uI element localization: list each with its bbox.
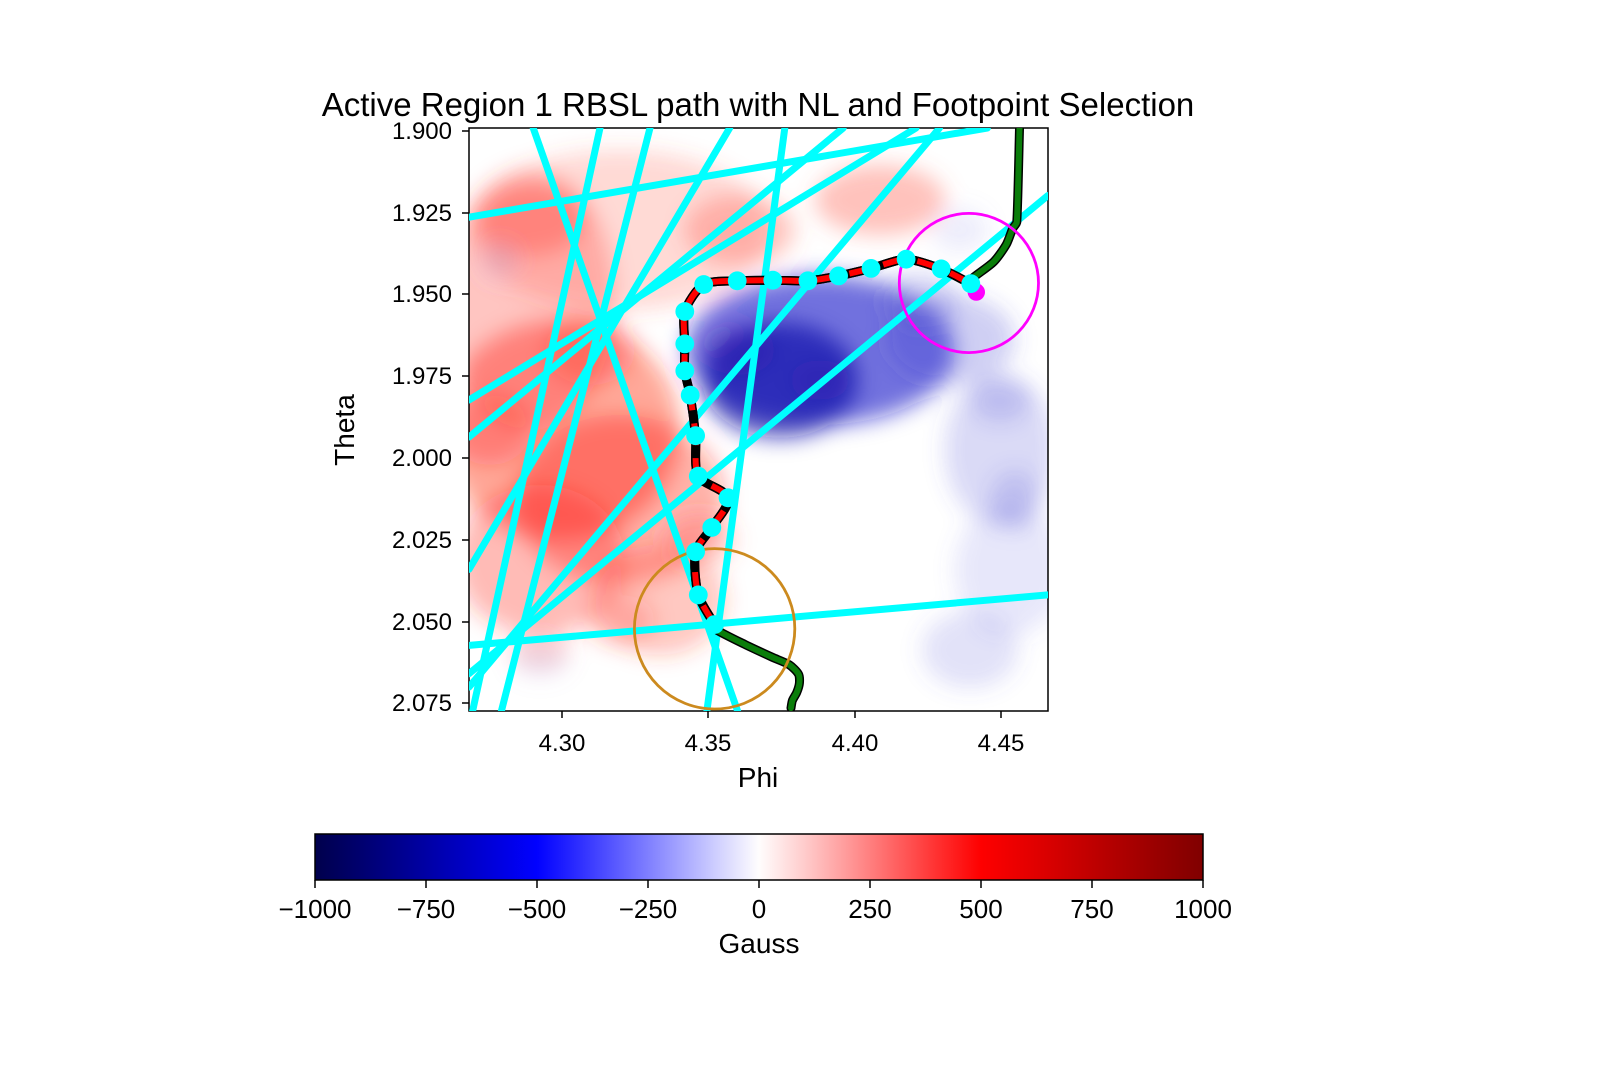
svg-text:1.925: 1.925 bbox=[392, 200, 452, 227]
svg-text:Gauss: Gauss bbox=[719, 928, 800, 959]
svg-text:4.30: 4.30 bbox=[539, 730, 586, 757]
svg-text:2.075: 2.075 bbox=[392, 690, 452, 717]
svg-text:1000: 1000 bbox=[1174, 894, 1232, 924]
svg-text:4.45: 4.45 bbox=[978, 730, 1025, 757]
svg-text:−1000: −1000 bbox=[278, 894, 351, 924]
svg-text:−500: −500 bbox=[508, 894, 567, 924]
svg-text:Theta: Theta bbox=[329, 394, 360, 466]
svg-text:250: 250 bbox=[848, 894, 891, 924]
svg-text:Phi: Phi bbox=[738, 762, 778, 793]
svg-text:1.900: 1.900 bbox=[392, 118, 452, 145]
svg-text:2.050: 2.050 bbox=[392, 609, 452, 636]
svg-text:0: 0 bbox=[752, 894, 766, 924]
svg-text:750: 750 bbox=[1070, 894, 1113, 924]
svg-text:1.975: 1.975 bbox=[392, 363, 452, 390]
svg-text:−250: −250 bbox=[619, 894, 678, 924]
svg-text:500: 500 bbox=[959, 894, 1002, 924]
svg-text:4.35: 4.35 bbox=[685, 730, 732, 757]
svg-text:1.950: 1.950 bbox=[392, 281, 452, 308]
svg-text:Active Region 1 RBSL path with: Active Region 1 RBSL path with NL and Fo… bbox=[322, 86, 1195, 123]
svg-text:4.40: 4.40 bbox=[832, 730, 879, 757]
svg-text:2.025: 2.025 bbox=[392, 527, 452, 554]
svg-text:2.000: 2.000 bbox=[392, 445, 452, 472]
svg-text:−750: −750 bbox=[397, 894, 456, 924]
